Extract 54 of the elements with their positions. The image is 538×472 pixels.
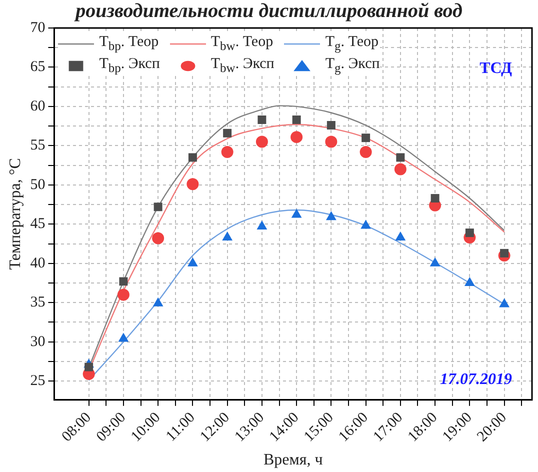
point bbox=[119, 277, 128, 286]
y-tick-label: 55 bbox=[30, 138, 46, 154]
y-tick-label: 35 bbox=[30, 294, 46, 311]
point bbox=[430, 257, 440, 266]
point bbox=[117, 288, 130, 301]
point bbox=[256, 136, 268, 148]
point bbox=[84, 362, 94, 372]
point bbox=[360, 220, 372, 229]
chart-title: роизводительности дистиллированной вод bbox=[74, 0, 462, 22]
point bbox=[464, 277, 475, 286]
point bbox=[223, 128, 232, 138]
point bbox=[499, 298, 510, 308]
point bbox=[396, 153, 405, 162]
point bbox=[152, 297, 164, 306]
y-tick-label: 70 bbox=[30, 20, 46, 36]
point bbox=[465, 228, 474, 238]
point bbox=[362, 134, 370, 142]
point bbox=[186, 178, 199, 190]
point bbox=[187, 257, 198, 266]
annotation: 17.07.2019 bbox=[440, 370, 512, 388]
legend-label: T$_{bw}$. Теор bbox=[210, 34, 274, 54]
y-tick-label: 40 bbox=[30, 255, 46, 272]
annotation: ТСД bbox=[480, 60, 512, 77]
y-axis-title: Температура, °C bbox=[6, 158, 24, 270]
point bbox=[290, 131, 303, 144]
y-tick-label: 60 bbox=[30, 98, 46, 114]
point bbox=[394, 163, 406, 176]
y-tick-label: 30 bbox=[30, 334, 46, 350]
point bbox=[258, 116, 266, 124]
point bbox=[221, 146, 234, 158]
point bbox=[222, 231, 233, 240]
point bbox=[326, 121, 336, 130]
y-tick-label: 65 bbox=[30, 59, 46, 76]
point bbox=[152, 232, 164, 244]
legend-label: T$_{bw}$. Эксп bbox=[210, 56, 274, 76]
point bbox=[256, 220, 268, 230]
point bbox=[360, 146, 372, 158]
y-tick-label: 50 bbox=[30, 176, 46, 193]
legend-label: T$_{g}$. Теор bbox=[325, 34, 379, 54]
y-tick-label: 45 bbox=[30, 216, 46, 232]
y-tick-label: 25 bbox=[30, 373, 46, 390]
legend-label: T$_{bp}$. Эксп bbox=[99, 56, 160, 76]
point bbox=[188, 153, 197, 162]
point bbox=[154, 202, 162, 212]
point bbox=[430, 194, 440, 203]
legend-label: T$_{bp}$. Теор bbox=[99, 34, 159, 54]
point bbox=[118, 332, 129, 342]
x-axis-title: Время, ч bbox=[263, 452, 323, 469]
point bbox=[395, 231, 406, 240]
point bbox=[292, 116, 301, 124]
point bbox=[291, 208, 302, 218]
legend-label: T$_{g}$. Эксп bbox=[325, 56, 380, 76]
point bbox=[325, 136, 338, 148]
point bbox=[326, 211, 336, 220]
